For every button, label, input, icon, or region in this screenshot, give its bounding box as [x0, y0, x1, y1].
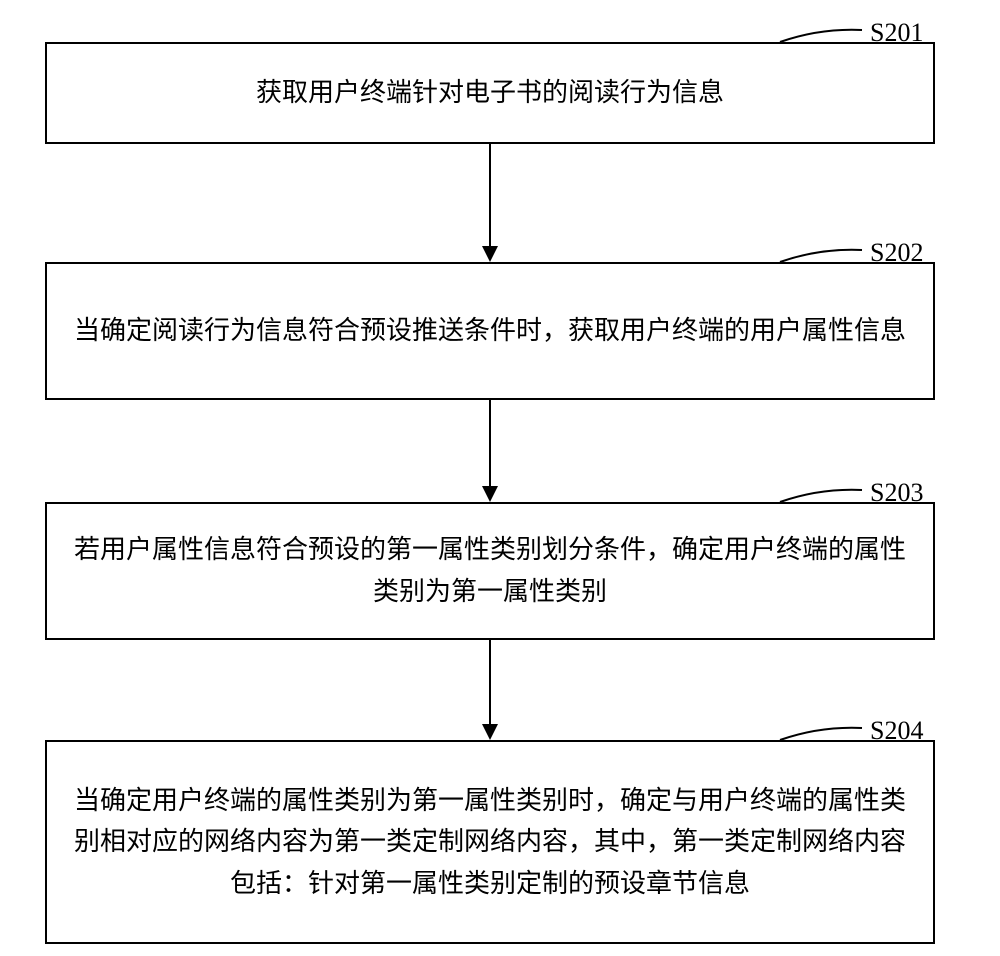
arrow-head-icon — [482, 724, 498, 740]
flow-step-text: 当确定阅读行为信息符合预设推送条件时，获取用户终端的用户属性信息 — [74, 310, 906, 352]
step-label-s201: S201 — [870, 18, 923, 48]
step-label-s202: S202 — [870, 238, 923, 268]
label-connector-line — [780, 250, 862, 262]
label-connector-line — [780, 490, 862, 502]
flow-step-s204: 当确定用户终端的属性类别为第一属性类别时，确定与用户终端的属性类别相对应的网络内… — [45, 740, 935, 944]
arrow-head-icon — [482, 486, 498, 502]
flow-step-s201: 获取用户终端针对电子书的阅读行为信息 — [45, 42, 935, 144]
flow-step-text: 若用户属性信息符合预设的第一属性类别划分条件，确定用户终端的属性类别为第一属性类… — [67, 529, 913, 612]
step-label-s204: S204 — [870, 716, 923, 746]
label-connector-line — [780, 728, 862, 740]
flowchart-container: 获取用户终端针对电子书的阅读行为信息 S201 当确定阅读行为信息符合预设推送条… — [0, 0, 1000, 956]
flow-step-text: 当确定用户终端的属性类别为第一属性类别时，确定与用户终端的属性类别相对应的网络内… — [67, 780, 913, 905]
flow-step-s202: 当确定阅读行为信息符合预设推送条件时，获取用户终端的用户属性信息 — [45, 262, 935, 400]
step-label-s203: S203 — [870, 478, 923, 508]
flow-step-s203: 若用户属性信息符合预设的第一属性类别划分条件，确定用户终端的属性类别为第一属性类… — [45, 502, 935, 640]
arrow-head-icon — [482, 246, 498, 262]
label-connector-line — [780, 30, 862, 42]
flow-step-text: 获取用户终端针对电子书的阅读行为信息 — [256, 72, 724, 114]
